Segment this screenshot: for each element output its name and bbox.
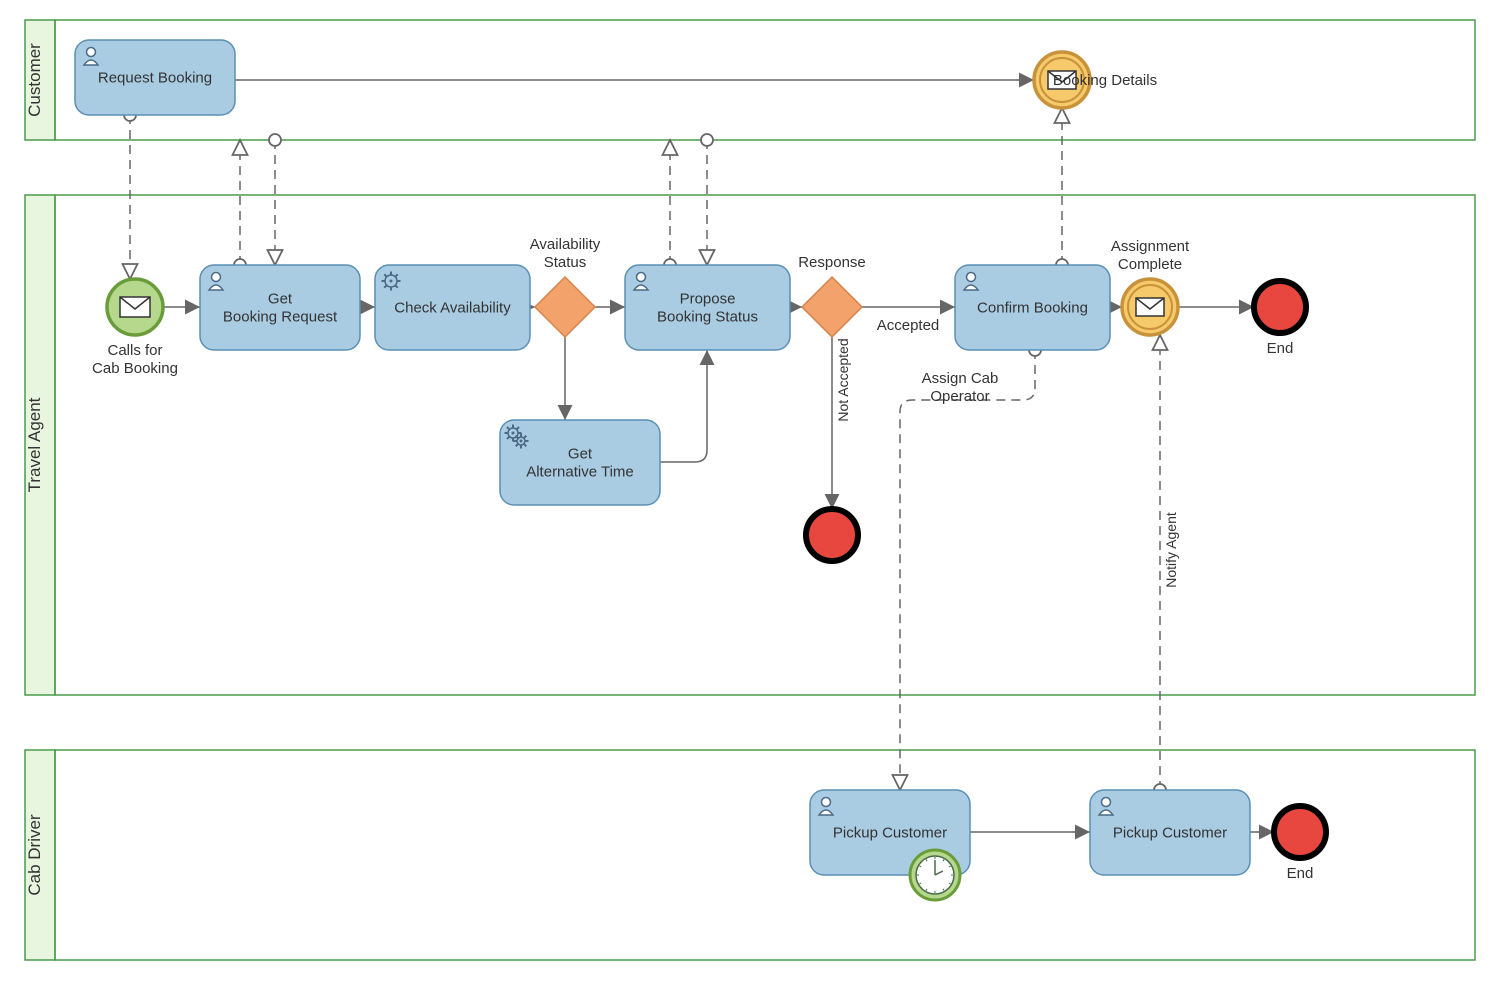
svg-text:Availability: Availability bbox=[530, 236, 601, 253]
gateway: AvailabilityStatus bbox=[530, 236, 601, 337]
pool-label: Cab Driver bbox=[25, 814, 44, 896]
task-label: Request Booking bbox=[98, 70, 212, 87]
task-label: Check Availability bbox=[394, 300, 511, 317]
task-t_alt: GetAlternative Time bbox=[500, 420, 660, 505]
event-msg_intermediate: Booking Details bbox=[1034, 52, 1157, 108]
task-label: Pickup Customer bbox=[833, 825, 947, 842]
gear-icon bbox=[382, 272, 401, 291]
event-end: End bbox=[1274, 806, 1326, 882]
pool-label: Travel Agent bbox=[25, 397, 44, 492]
svg-text:Response: Response bbox=[798, 254, 866, 271]
task-t_check: Check Availability bbox=[375, 265, 530, 350]
pool-label: Customer bbox=[25, 43, 44, 117]
task-label: Propose bbox=[680, 291, 736, 308]
task-t_pickup1: Pickup Customer bbox=[810, 790, 970, 900]
task-label: Pickup Customer bbox=[1113, 825, 1227, 842]
svg-text:Operator: Operator bbox=[930, 388, 989, 405]
svg-text:Booking Details: Booking Details bbox=[1053, 72, 1157, 89]
task-label: Alternative Time bbox=[526, 464, 634, 481]
task-t_confirm: Confirm Booking bbox=[955, 265, 1110, 350]
svg-text:Cab Booking: Cab Booking bbox=[92, 360, 178, 377]
svg-text:Calls for: Calls for bbox=[107, 342, 162, 359]
svg-text:Assignment: Assignment bbox=[1111, 238, 1190, 255]
svg-text:Accepted: Accepted bbox=[877, 317, 940, 334]
task-label: Confirm Booking bbox=[977, 300, 1088, 317]
pool-p_driver: Cab Driver bbox=[25, 750, 1475, 960]
sequence-flow bbox=[660, 350, 707, 462]
task-t_propose: ProposeBooking Status bbox=[625, 265, 790, 350]
event-end bbox=[806, 509, 858, 561]
svg-text:Assign Cab: Assign Cab bbox=[922, 370, 999, 387]
svg-text:End: End bbox=[1287, 865, 1314, 882]
task-label: Get bbox=[568, 446, 593, 463]
event-msg_start: Calls forCab Booking bbox=[92, 279, 178, 377]
timer-icon bbox=[910, 850, 960, 900]
event-msg_intermediate: AssignmentComplete bbox=[1111, 238, 1190, 335]
task-label: Get bbox=[268, 291, 293, 308]
svg-text:Status: Status bbox=[544, 254, 587, 271]
task-t_getreq: GetBooking Request bbox=[200, 265, 360, 350]
task-t_request: Request Booking bbox=[75, 40, 235, 115]
task-label: Booking Status bbox=[657, 309, 758, 326]
task-t_pickup2: Pickup Customer bbox=[1090, 790, 1250, 875]
svg-text:End: End bbox=[1267, 340, 1294, 357]
message-flow bbox=[900, 350, 1035, 790]
gateway: Response bbox=[798, 254, 866, 337]
event-end: End bbox=[1254, 281, 1306, 357]
svg-text:Complete: Complete bbox=[1118, 256, 1182, 273]
sequence-flows: Accepted Not Accepted bbox=[163, 80, 1274, 832]
svg-text:Notify Agent: Notify Agent bbox=[1163, 512, 1179, 588]
svg-text:Not Accepted: Not Accepted bbox=[835, 338, 851, 421]
task-label: Booking Request bbox=[223, 309, 338, 326]
